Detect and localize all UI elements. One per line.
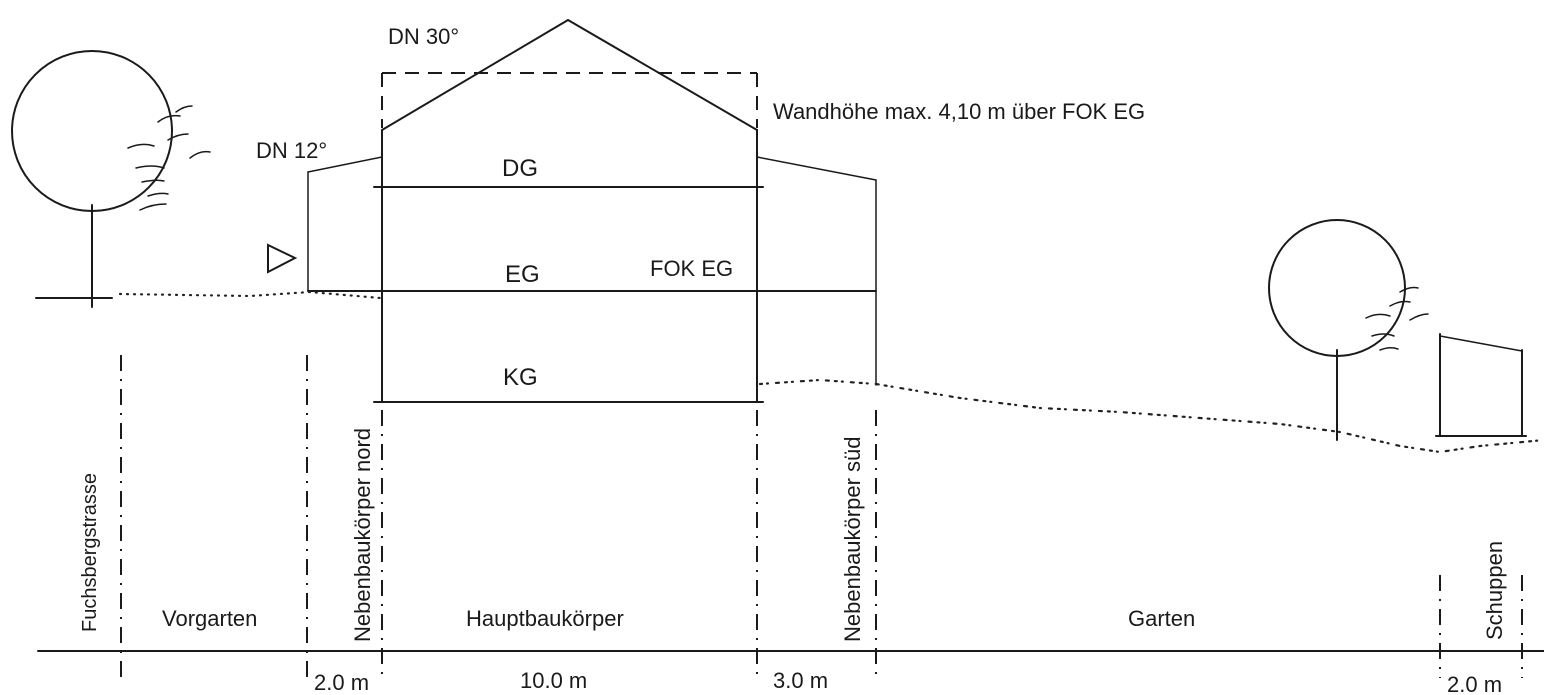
main-building-outline	[307, 19, 877, 403]
floor-dg-label: DG	[502, 155, 538, 182]
zone-lines	[120, 355, 1523, 678]
annex-south-outline	[756, 156, 877, 386]
dim-south-width: 3.0 m	[773, 668, 828, 693]
roof-envelope-dashed	[381, 72, 758, 128]
shed-outline	[1435, 333, 1527, 437]
dim-main-width: 10.0 m	[520, 668, 587, 693]
roof-pitch-main-label: DN 30°	[388, 24, 459, 49]
terrain-front	[118, 290, 382, 300]
dim-shed-width: 2.0 m	[1447, 672, 1502, 695]
fok-eg-label: FOK EG	[650, 256, 733, 281]
zone-front-garden-label: Vorgarten	[162, 606, 257, 631]
wall-height-note: Wandhöhe max. 4,10 m über FOK EG	[773, 99, 1145, 124]
annex-north-outline	[307, 156, 383, 292]
zone-annex-south-label: Nebenbaukörper süd	[840, 437, 865, 642]
zone-garden-label: Garten	[1128, 606, 1195, 631]
tree-right-icon	[1268, 219, 1429, 441]
entrance-marker-icon	[267, 243, 298, 274]
zone-annex-north-label: Nebenbaukörper nord	[350, 428, 375, 642]
zone-shed-label: Schuppen	[1482, 541, 1507, 640]
roof-pitch-side-label: DN 12°	[256, 138, 327, 163]
zone-main-building-label: Hauptbaukörper	[466, 606, 624, 631]
terrain-garden	[758, 378, 1544, 454]
floor-kg-label: KG	[503, 364, 538, 391]
zone-street-label: Fuchsbergstrasse	[79, 473, 101, 632]
tree-left-icon	[11, 50, 211, 308]
floor-eg-label: EG	[505, 261, 540, 288]
dim-north-width: 2.0 m	[314, 670, 369, 695]
